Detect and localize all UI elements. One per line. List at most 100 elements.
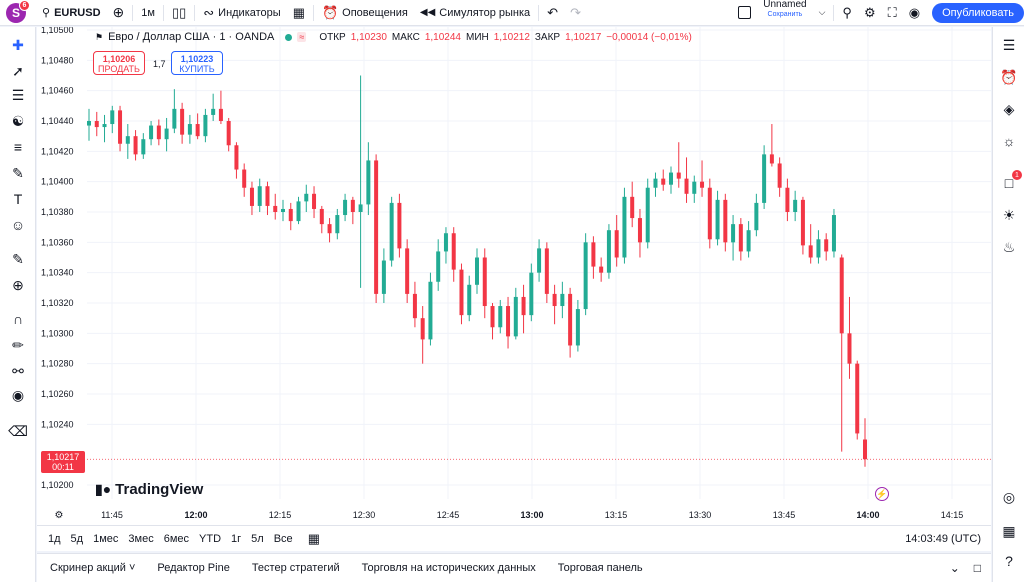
fib-icon[interactable]: ☰	[11, 86, 25, 103]
templates-button[interactable]: ▦	[287, 0, 311, 26]
utc-clock[interactable]: 14:03:49 (UTC)	[905, 532, 981, 545]
snapshot-button[interactable]: ◉	[903, 0, 926, 26]
interval-button[interactable]: 1м	[141, 6, 155, 19]
trend-line-icon[interactable]: ➚	[12, 62, 24, 79]
bottom-tab-3[interactable]: Торговля на исторических данных	[361, 562, 536, 574]
brush-icon[interactable]: ✎	[12, 164, 24, 181]
buy-button[interactable]: 1,10223 КУПИТЬ	[171, 51, 223, 75]
candle-body	[172, 108, 177, 129]
drawing-toolbar: ✚ ➚ ☰ ☯ ≡ ✎ T ☺ ✎ ⊕ ∩ ✏ ⚯ ◉ ⌫	[0, 27, 36, 582]
candle-body	[700, 181, 705, 188]
compare-button[interactable]: ⊕	[107, 0, 131, 26]
bottom-tab-2[interactable]: Тестер стратегий	[251, 562, 340, 574]
timeframe-6[interactable]: 1г	[231, 532, 242, 545]
candle-body	[242, 169, 247, 188]
crosshair-icon[interactable]: ✚	[12, 36, 24, 53]
timeframe-2[interactable]: 1мес	[93, 532, 119, 545]
quick-search-button[interactable]: ⚲	[836, 0, 858, 26]
chat-icon[interactable]: □ 1	[999, 170, 1022, 193]
maximize-icon[interactable]: □	[973, 561, 981, 575]
redo-button[interactable]: ↷	[564, 0, 587, 26]
collapse-icon[interactable]: ⌄	[949, 561, 960, 575]
candle-body	[102, 124, 107, 128]
help-icon[interactable]: ?	[1005, 553, 1013, 569]
emoji-icon[interactable]: ☺	[10, 217, 26, 233]
ruler-icon[interactable]: ✎	[12, 250, 24, 267]
timeframe-7[interactable]: 5л	[251, 532, 264, 545]
chart-type-button[interactable]: ▯▯	[166, 0, 192, 26]
pattern-icon[interactable]: ☯	[11, 112, 25, 129]
candle-body	[715, 199, 720, 240]
bottom-tab-1[interactable]: Редактор Pine	[157, 562, 230, 574]
candle-body	[218, 108, 223, 121]
lock-pencil-icon[interactable]: ✏	[12, 336, 24, 353]
layout-checkbox[interactable]	[732, 0, 757, 26]
projection-icon[interactable]: ≡	[13, 139, 23, 155]
layers-icon[interactable]: ◈	[1003, 100, 1015, 117]
spread-value: 1,7	[153, 59, 166, 69]
calendar-icon[interactable]: ▦	[1002, 522, 1016, 539]
y-tick-label: 1,10480	[41, 55, 74, 65]
bottom-tab-4[interactable]: Торговая панель	[557, 562, 643, 574]
tradingview-logo: ▮● TradingView	[95, 481, 203, 498]
panel-controls: ⌄ □	[950, 561, 981, 575]
legend-low-label: МИН	[465, 31, 489, 43]
watchlist-icon[interactable]: ☰	[1002, 36, 1016, 53]
user-avatar[interactable]: S 6	[6, 0, 30, 23]
fullscreen-button[interactable]: ⛶	[882, 0, 903, 26]
layout-name-button[interactable]: Unnamed Сохранить	[757, 0, 812, 26]
timeframe-3[interactable]: 3мес	[128, 532, 154, 545]
alerts-button[interactable]: ⏰ Оповещения	[316, 0, 414, 26]
magnet-icon[interactable]: ∩	[12, 311, 24, 327]
candle-body	[296, 201, 301, 222]
sell-button[interactable]: 1,10206 ПРОДАТЬ	[93, 51, 145, 75]
chart-pane[interactable]: 1,10500 1,10480 1,10460 1,10440 1,10420 1,104…	[37, 27, 991, 525]
legend-close-label: ЗАКР	[534, 31, 561, 43]
fullscreen-icon: ⛶	[887, 4, 897, 20]
candle-body	[839, 257, 844, 334]
eye-icon[interactable]: ◉	[11, 386, 25, 403]
camera-icon: ◉	[908, 4, 921, 20]
candle-body	[544, 248, 549, 294]
timeframe-1[interactable]: 5д	[70, 532, 84, 545]
timeframe-4[interactable]: 6мес	[163, 532, 190, 545]
replay-label: Симулятор рынка	[439, 6, 531, 19]
replay-button[interactable]: ◀◀ Симулятор рынка	[414, 0, 536, 26]
divider	[833, 4, 835, 21]
indicators-button[interactable]: ∾ Индикаторы	[197, 0, 286, 26]
legend-low: 1,10212	[493, 31, 530, 43]
bell-icon[interactable]: ♨	[1002, 238, 1016, 255]
grid-icon: ▦	[292, 4, 305, 20]
events-icon[interactable]: ⚡	[875, 487, 889, 501]
chart-legend: ⚑ Евро / Доллар США · 1 · OANDA ≈ ОТКР 1…	[95, 31, 692, 43]
market-open-icon	[285, 33, 293, 41]
candle-body	[746, 230, 751, 252]
target-icon[interactable]: ◎	[1002, 488, 1016, 505]
undo-button[interactable]: ↶	[541, 0, 564, 26]
settings-button[interactable]: ⚙	[858, 0, 882, 26]
date-range-icon[interactable]: ▦	[307, 530, 320, 546]
bar-countdown: 00:11	[52, 462, 74, 472]
candle-body	[343, 199, 348, 216]
search-icon: ⚲	[42, 7, 51, 19]
text-icon[interactable]: T	[13, 191, 23, 207]
timeframe-8[interactable]: Все	[273, 532, 293, 545]
candle-body	[133, 136, 138, 155]
candle-body	[568, 293, 573, 346]
trash-icon[interactable]: ⌫	[8, 422, 28, 439]
candle-body	[288, 208, 293, 222]
timeframe-5[interactable]: YTD	[199, 532, 222, 545]
publish-button[interactable]: Опубликовать	[932, 2, 1024, 23]
alarm-clock-icon[interactable]: ⏰	[1000, 68, 1018, 85]
layout-menu-button[interactable]: ⌵	[813, 0, 832, 26]
lightbulb-icon[interactable]: ☼	[1002, 133, 1016, 149]
timeframe-0[interactable]: 1д	[48, 532, 61, 545]
lock-icon[interactable]: ⚯	[12, 362, 24, 379]
candle-body	[824, 239, 829, 252]
symbol-search[interactable]: ⚲ EURUSD	[36, 0, 107, 26]
zoom-in-icon[interactable]: ⊕	[12, 276, 24, 293]
ideas-icon[interactable]: ☀	[1002, 206, 1016, 223]
candle-body	[226, 121, 231, 146]
legend-close: 1,10217	[565, 31, 602, 43]
bottom-tab-0[interactable]: Скринер акций ˅	[50, 562, 136, 574]
